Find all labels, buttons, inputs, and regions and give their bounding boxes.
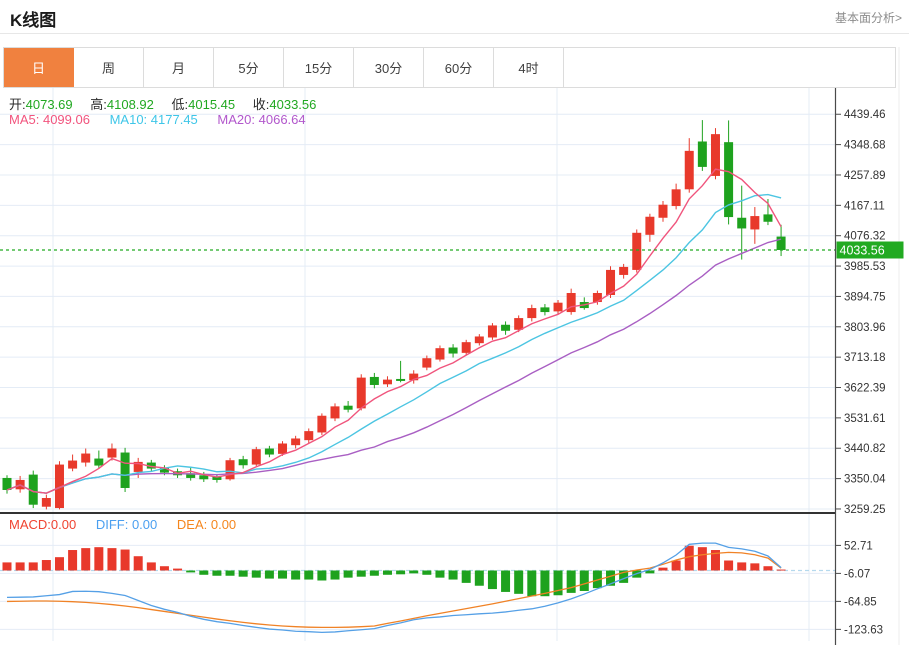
svg-text:3440.82: 3440.82 xyxy=(844,443,886,455)
ma20-value: MA20: 4066.64 xyxy=(217,112,306,127)
svg-text:4439.46: 4439.46 xyxy=(844,109,886,121)
tab-15min[interactable]: 15分 xyxy=(284,48,354,87)
svg-text:-64.85: -64.85 xyxy=(844,596,877,608)
svg-text:-6.07: -6.07 xyxy=(844,568,870,580)
svg-text:3985.53: 3985.53 xyxy=(844,261,886,273)
tab-day[interactable]: 日 xyxy=(4,48,74,87)
page-header: K线图 基本面分析> xyxy=(0,0,909,34)
svg-text:3622.39: 3622.39 xyxy=(844,383,886,395)
svg-text:3531.61: 3531.61 xyxy=(844,413,886,425)
macd-value: MACD:0.00 xyxy=(9,517,77,532)
open-label: 开: xyxy=(9,97,26,112)
low-label: 低: xyxy=(171,97,189,112)
high-label: 高: xyxy=(90,97,107,112)
svg-text:3803.96: 3803.96 xyxy=(844,322,886,334)
macd-legend: MACD:0.00 DIFF: 0.00 DEA: 0.00 xyxy=(9,517,236,532)
period-tabbar: 日 周 月 5分 15分 30分 60分 4时 xyxy=(3,47,896,88)
svg-text:4167.11: 4167.11 xyxy=(844,200,885,212)
svg-text:3350.04: 3350.04 xyxy=(844,474,886,486)
ohlc-legend: 开:4073.69 高:4108.92 低:4015.45 收:4033.56 xyxy=(9,94,330,113)
close-label: 收: xyxy=(252,97,270,112)
svg-text:3259.25: 3259.25 xyxy=(844,504,886,516)
close-value: 4033.56 xyxy=(269,97,317,112)
tab-month[interactable]: 月 xyxy=(144,48,214,87)
tab-5min[interactable]: 5分 xyxy=(214,48,284,87)
svg-text:3894.75: 3894.75 xyxy=(844,291,886,303)
tab-4hour[interactable]: 4时 xyxy=(494,48,564,87)
ma10-value: MA10: 4177.45 xyxy=(109,112,198,127)
svg-text:52.71: 52.71 xyxy=(844,540,873,552)
fundamental-analysis-link[interactable]: 基本面分析> xyxy=(834,11,902,25)
high-value: 4108.92 xyxy=(106,97,154,112)
svg-text:-123.63: -123.63 xyxy=(844,624,883,636)
diff-value: DIFF: 0.00 xyxy=(95,517,158,532)
open-value: 4073.69 xyxy=(25,97,73,112)
svg-text:3713.18: 3713.18 xyxy=(844,352,886,364)
ma-legend: MA5: 4099.06 MA10: 4177.45 MA20: 4066.64 xyxy=(9,112,306,127)
tab-60min[interactable]: 60分 xyxy=(424,48,494,87)
page-title: K线图 xyxy=(10,11,57,30)
ma5-value: MA5: 4099.06 xyxy=(9,112,90,127)
tab-week[interactable]: 周 xyxy=(74,48,144,87)
tab-30min[interactable]: 30分 xyxy=(354,48,424,87)
low-value: 4015.45 xyxy=(188,97,236,112)
svg-text:4033.56: 4033.56 xyxy=(840,244,885,258)
dea-value: DEA: 0.00 xyxy=(176,517,237,532)
svg-text:4076.32: 4076.32 xyxy=(844,231,886,243)
svg-text:4257.89: 4257.89 xyxy=(844,170,886,182)
svg-text:4348.68: 4348.68 xyxy=(844,140,886,152)
